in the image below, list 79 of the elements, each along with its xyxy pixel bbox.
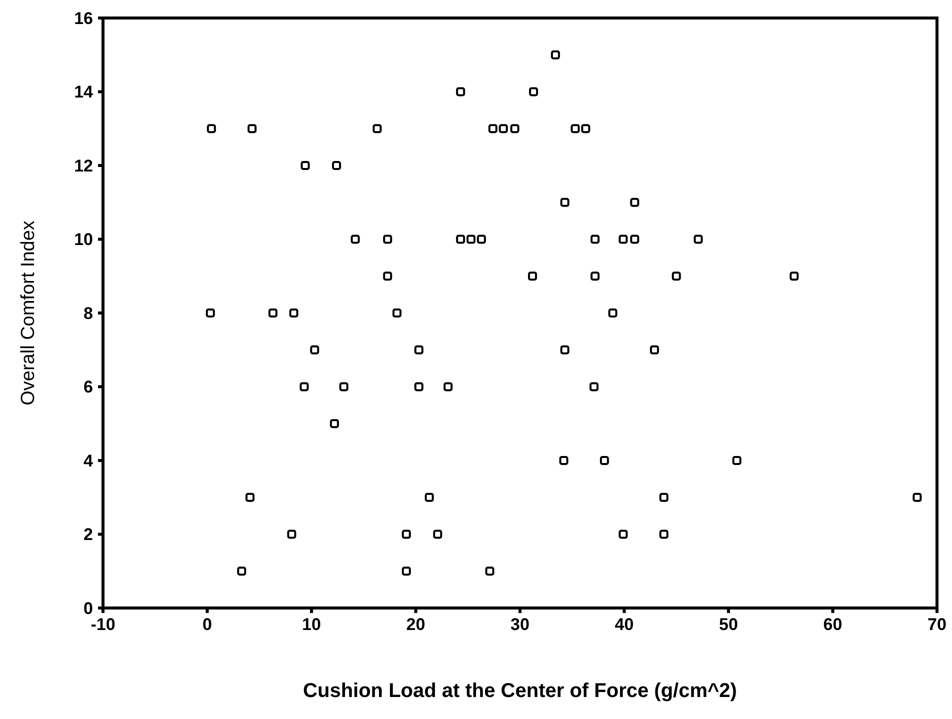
x-tick-label: 60 [823,615,842,634]
point [659,530,668,539]
point [372,124,382,134]
point [206,308,215,318]
point [300,382,309,392]
point [414,345,424,354]
point [630,234,640,244]
point [289,308,298,318]
point [330,419,339,428]
y-axis-title: Overall Comfort Index [18,220,39,406]
x-tick-label: 10 [302,615,321,634]
point [456,87,466,96]
y-tick-label: 16 [74,8,93,28]
point [332,161,342,170]
point [590,272,600,281]
point [287,530,296,539]
point [560,345,570,354]
point [433,530,442,539]
point [528,272,538,281]
point [570,124,580,134]
point [630,198,640,207]
x-tick-label: 0 [202,615,212,634]
point [659,492,668,502]
x-axis-title: Cushion Load at the Center of Force (g/cm^2) [303,680,737,702]
point [510,124,520,134]
point [237,566,246,576]
y-tick-label: 4 [84,451,94,470]
point [550,50,560,60]
point [245,492,254,502]
point [300,161,310,170]
point [456,234,466,244]
point [414,382,424,392]
point [694,234,703,244]
point [444,382,453,392]
x-tick-label: 70 [928,615,946,634]
point [600,456,609,465]
point [488,124,498,134]
point [650,345,659,354]
y-tick-label: 8 [84,304,93,323]
x-tick-label: 50 [719,615,738,634]
point [498,124,508,134]
point [732,456,742,465]
x-tick-label: 40 [614,615,634,634]
point [559,456,568,465]
point [618,530,628,539]
y-tick-label: 14 [74,82,94,102]
x-tick-label: 20 [406,615,426,634]
y-tick-label: 12 [74,156,93,176]
point [402,566,411,576]
point [581,124,590,134]
x-tick-label: -10 [90,615,116,634]
point [424,492,434,502]
y-tick-label: 0 [84,598,93,618]
point [350,234,360,244]
point [392,308,402,318]
point [476,234,486,244]
point [383,272,392,281]
y-tick-label: 10 [74,230,93,250]
point [590,234,600,244]
point [485,566,494,576]
point [383,234,392,244]
point [608,308,618,318]
y-tick-label: 6 [84,378,93,397]
point [560,198,570,207]
point [672,272,681,281]
point [590,382,599,392]
point [206,124,216,134]
point [339,382,348,392]
point [618,234,628,244]
point [268,308,278,318]
point [912,492,922,502]
point [248,124,257,134]
x-tick-label: 30 [510,615,530,634]
point [529,87,538,96]
point [790,272,799,281]
point [466,234,476,244]
point [310,345,320,354]
point [402,530,411,539]
y-tick-label: 2 [84,525,93,544]
